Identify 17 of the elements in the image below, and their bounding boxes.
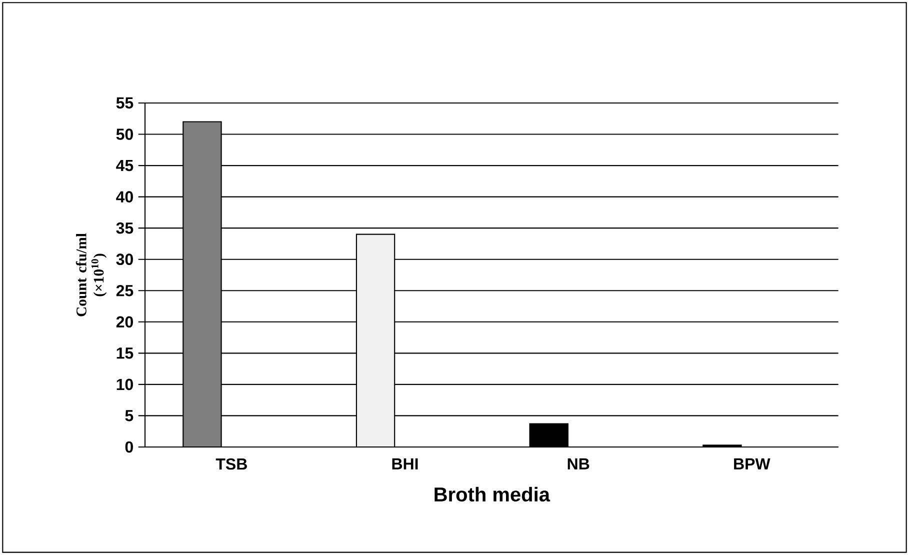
- y-tick-label: 5: [125, 410, 134, 422]
- y-tick-label: 0: [125, 441, 133, 453]
- y-tick-label: 15: [116, 348, 134, 359]
- y-tick-label: 25: [116, 284, 134, 296]
- x-tick-label: TSB: [216, 458, 247, 470]
- y-tick-label: 30: [116, 254, 133, 266]
- x-axis-title: Broth media: [434, 486, 550, 502]
- y-tick-label: 20: [116, 316, 133, 328]
- y-tick-label: 35: [116, 222, 134, 234]
- y-tick-label: 45: [116, 160, 134, 172]
- y-tick-label: 50: [116, 128, 133, 140]
- y-tick-label: 55: [116, 97, 134, 109]
- x-tick-label: NB: [568, 458, 590, 470]
- x-tick-label: BPW: [734, 458, 770, 470]
- y-tick-label: 40: [116, 191, 133, 202]
- y-tick-label: 10: [116, 378, 133, 390]
- x-tick-label: BHI: [392, 458, 418, 470]
